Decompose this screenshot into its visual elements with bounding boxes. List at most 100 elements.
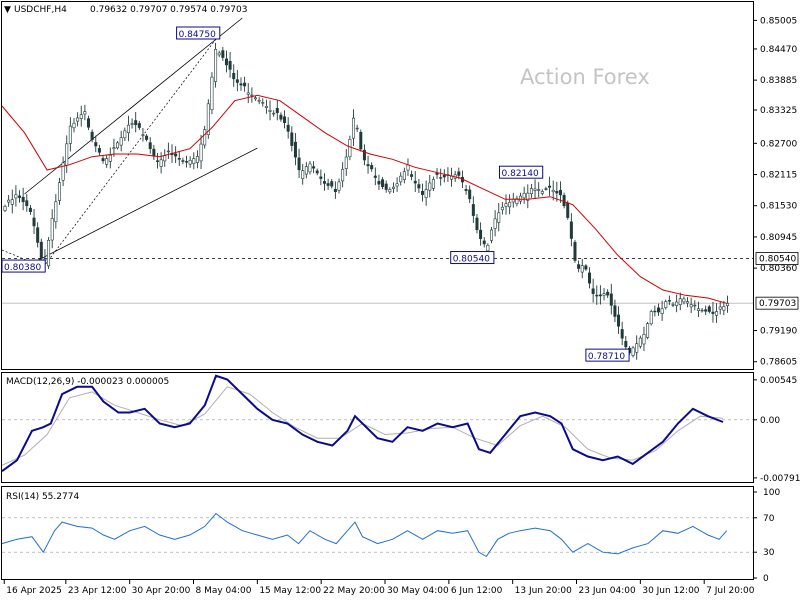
price-tick-label: 0.78605	[760, 358, 797, 368]
axes-group: 0.85005 0.84470 0.83885 0.83325 0.82700 0.821…	[3, 16, 800, 596]
candle-body	[370, 165, 374, 170]
candle-body	[319, 176, 323, 179]
x-tick-label: 7 Jul 20:00	[706, 586, 755, 596]
candle-body	[7, 199, 11, 203]
candle-body	[10, 199, 14, 205]
candle-body	[76, 117, 80, 122]
candle-body	[689, 304, 693, 308]
price-label-box	[499, 165, 544, 179]
candle-body	[79, 114, 83, 119]
candle-body	[355, 127, 359, 130]
candle-body	[715, 311, 719, 316]
candle-body	[32, 217, 36, 227]
axis-price-label: 0.79703	[759, 299, 796, 309]
candle-body	[373, 175, 377, 178]
candle-body	[308, 163, 312, 173]
candle-body	[551, 189, 555, 193]
candle-body	[119, 137, 123, 146]
price-tick-label: 0.83885	[760, 76, 797, 86]
candle-body	[254, 97, 258, 100]
candle-body	[279, 114, 283, 120]
candle-body	[457, 171, 461, 176]
candle-body	[613, 305, 617, 317]
candle-body	[116, 142, 120, 149]
channel-line	[24, 147, 258, 268]
candle-body	[366, 164, 370, 167]
candle-body	[199, 143, 203, 162]
candle-body	[588, 272, 592, 284]
candle-body	[188, 159, 192, 165]
candle-body	[39, 241, 43, 259]
macd-line	[1, 374, 724, 473]
candle-body	[36, 227, 40, 243]
macd-tick-label: 0.00	[760, 416, 780, 426]
candle-body	[359, 132, 363, 150]
candle-body	[195, 156, 199, 163]
candle-body	[558, 189, 562, 196]
x-tick-label: 23 Apr 12:00	[68, 586, 127, 596]
header-icon: ▼	[4, 5, 11, 15]
candle-body	[584, 265, 588, 270]
candle-body	[192, 158, 196, 164]
candle-body	[90, 131, 94, 141]
price-label: 0.78710	[588, 352, 625, 362]
rsi-tick-label: 30	[763, 548, 775, 558]
candle-body	[725, 303, 729, 306]
candle-body	[620, 329, 624, 339]
candle-body	[468, 189, 472, 200]
candle-body	[112, 147, 116, 150]
x-tick-label: 23 Jun 04:00	[579, 586, 636, 596]
candle-body	[108, 154, 112, 162]
candle-body	[522, 192, 526, 199]
candle-body	[261, 102, 265, 104]
candle-body	[399, 175, 403, 183]
candle-body	[402, 171, 406, 180]
candle-body	[577, 264, 581, 269]
candle-body	[65, 143, 69, 166]
candle-body	[508, 202, 512, 208]
candle-body	[221, 50, 225, 58]
candle-body	[141, 134, 145, 136]
candle-body	[533, 188, 537, 191]
candle-body	[203, 129, 207, 146]
candle-body	[3, 205, 7, 211]
candle-body	[696, 308, 700, 311]
candle-body	[68, 125, 72, 144]
candle-body	[566, 202, 570, 218]
macd-tick-label: 0.00545	[760, 376, 797, 386]
candle-body	[529, 188, 533, 194]
candle-body	[631, 347, 635, 356]
candle-body	[94, 142, 98, 147]
x-tick-label: 30 May 04:00	[387, 586, 449, 596]
candle-body	[573, 241, 577, 261]
candle-body	[682, 298, 686, 303]
candle-body	[322, 181, 326, 184]
candle-body	[486, 244, 490, 252]
x-tick-label: 22 May 20:00	[323, 586, 385, 596]
candle-body	[83, 111, 87, 115]
candle-body	[105, 158, 109, 165]
candle-body	[344, 156, 348, 169]
candle-body	[384, 183, 388, 190]
candle-body	[235, 79, 239, 83]
candle-body	[649, 311, 653, 325]
price-label-box	[176, 26, 221, 40]
candle-body	[424, 189, 428, 198]
candle-body	[707, 306, 711, 312]
candle-body	[243, 82, 247, 87]
candle-body	[177, 158, 181, 160]
candle-body	[667, 300, 671, 302]
candle-body	[526, 192, 530, 201]
macd-panel	[1, 372, 754, 483]
candle-body	[54, 201, 58, 223]
x-tick-label: 16 Apr 2025	[6, 586, 62, 596]
candle-body	[482, 240, 486, 245]
candle-body	[439, 177, 443, 179]
candle-body	[25, 200, 29, 207]
candle-body	[591, 288, 595, 294]
candle-body	[562, 194, 566, 207]
candle-body	[315, 170, 319, 174]
macd-series-group	[1, 374, 753, 473]
candle-body	[290, 132, 294, 146]
axis-price-box	[755, 252, 799, 265]
